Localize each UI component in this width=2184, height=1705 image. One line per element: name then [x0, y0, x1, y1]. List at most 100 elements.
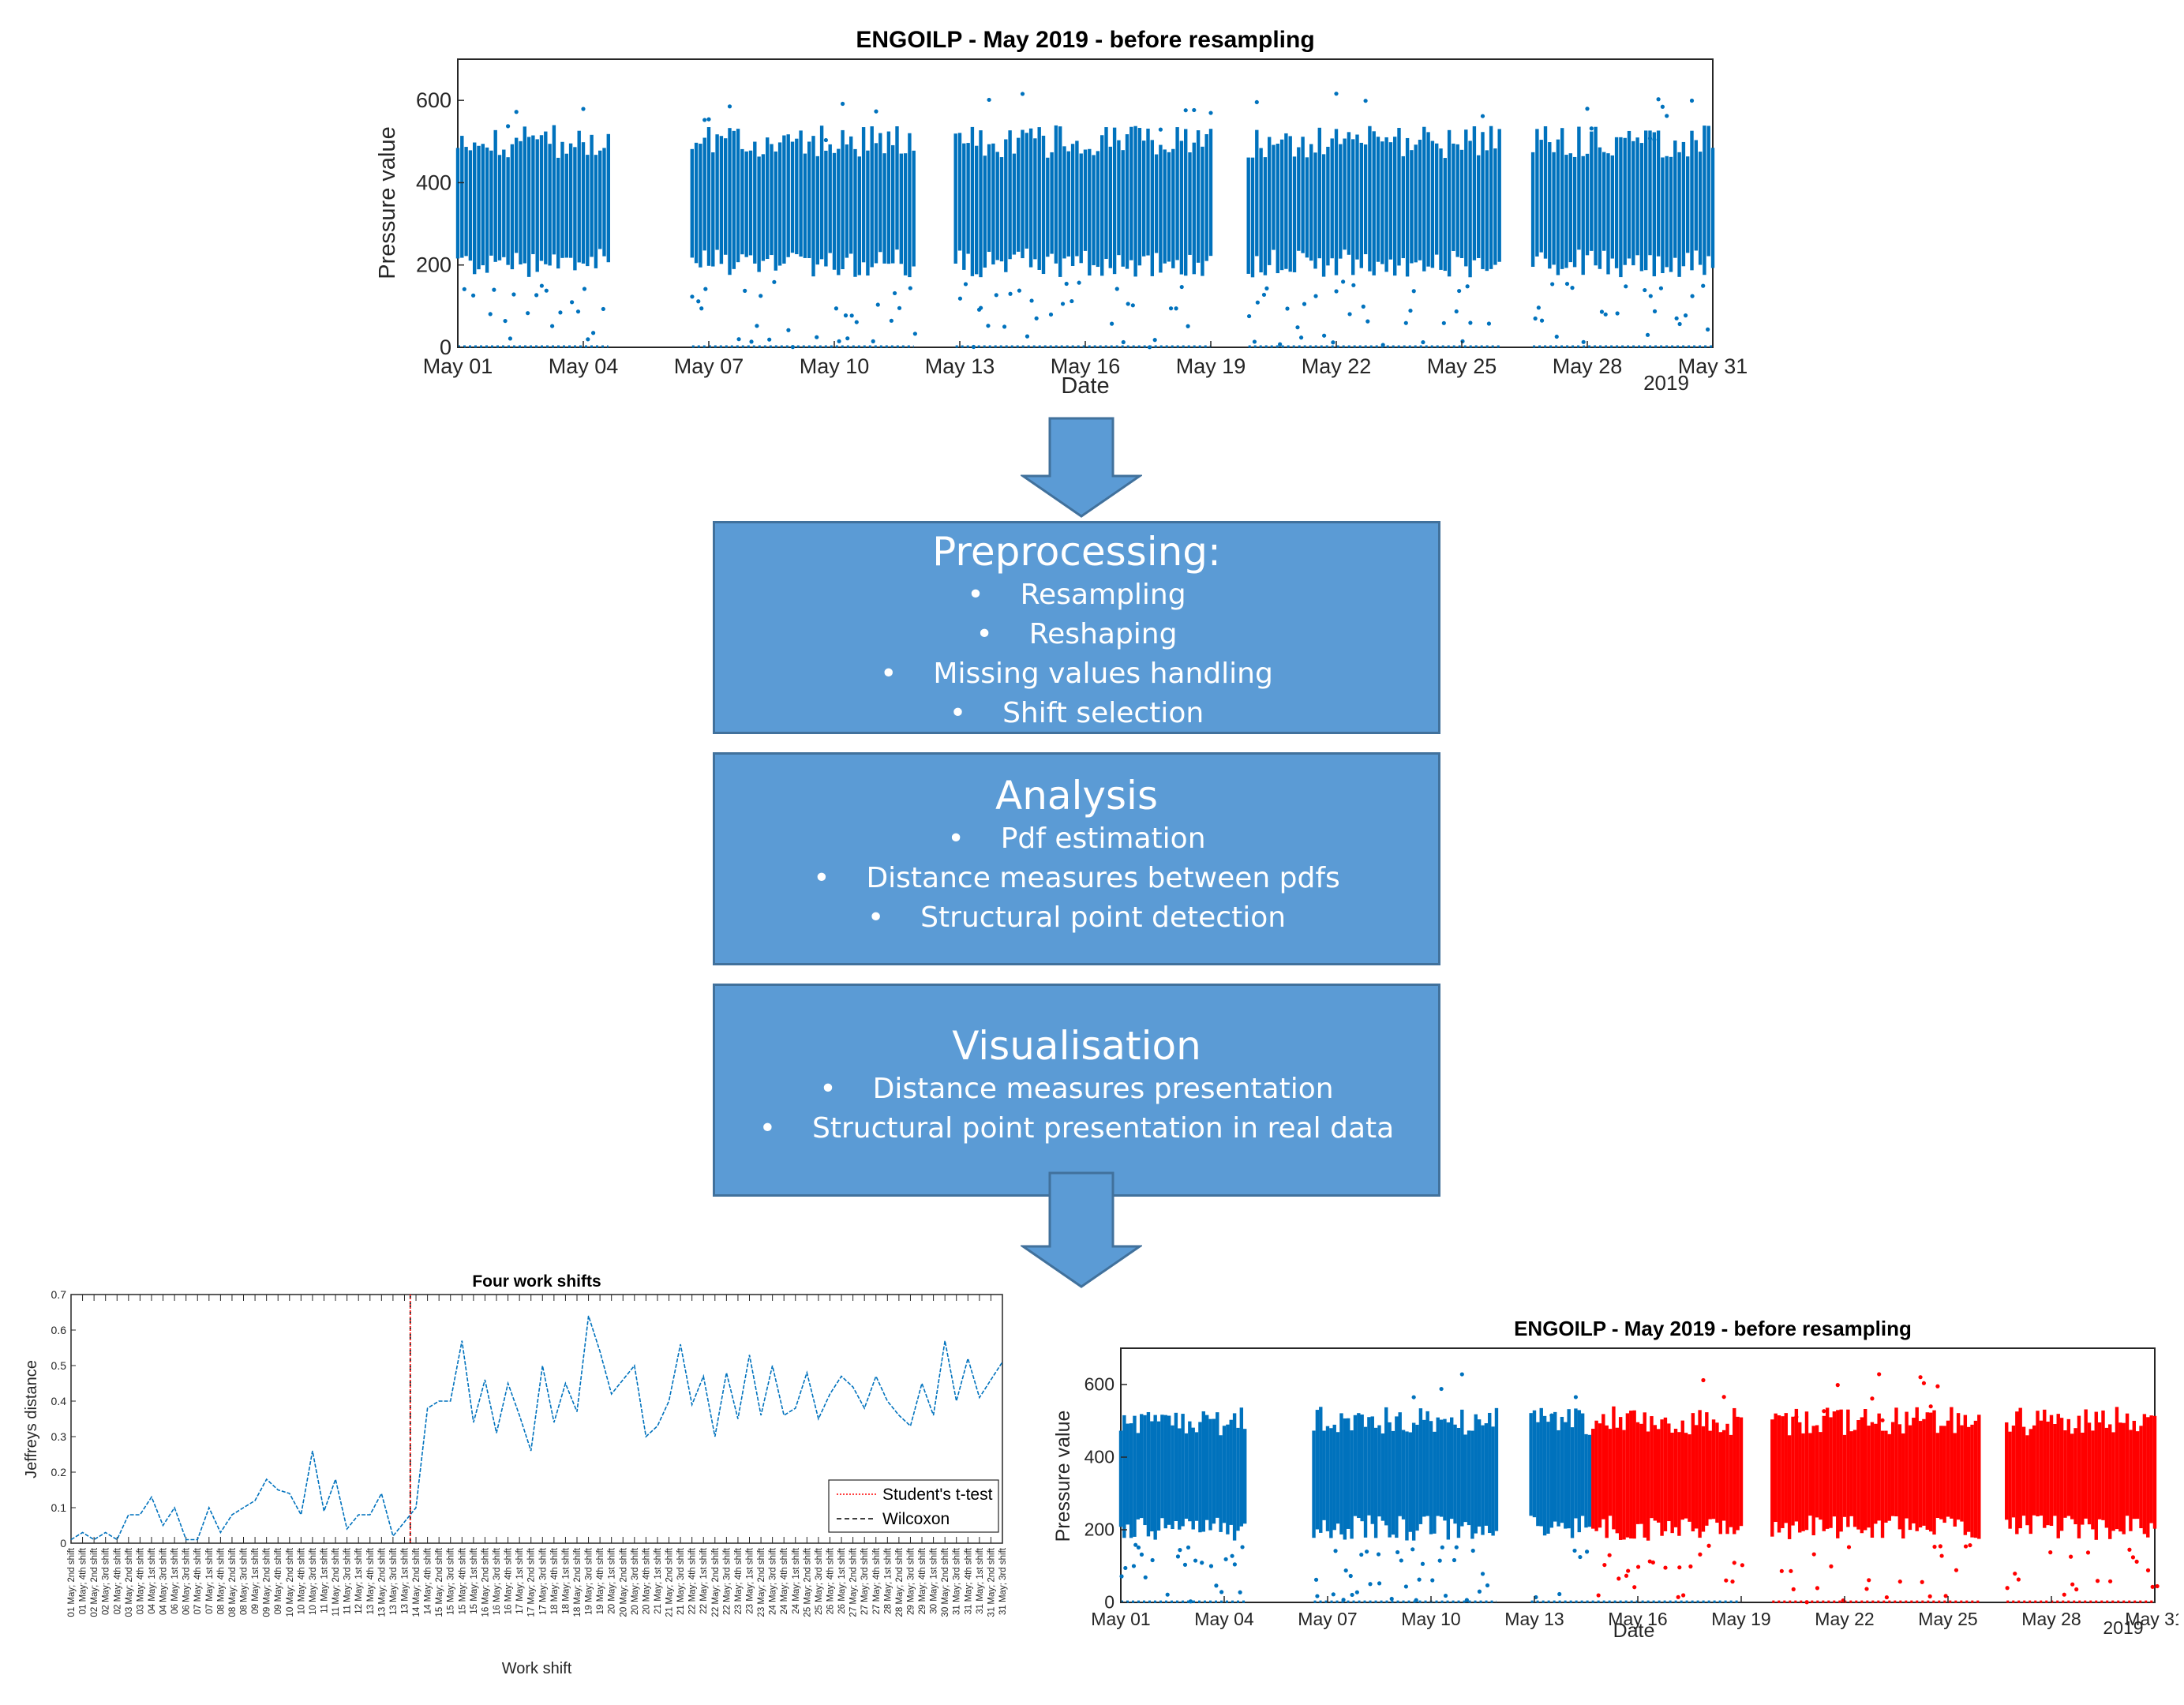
data-band — [2032, 1425, 2036, 1516]
data-band — [1960, 1425, 1964, 1522]
data-band — [1360, 1415, 1364, 1522]
data-point — [2016, 1577, 2021, 1582]
analysis-box: Analysis Pdf estimation Distance measure… — [713, 752, 1440, 965]
data-point — [1706, 1543, 1711, 1548]
data-band — [1222, 1426, 1227, 1523]
data-band — [2015, 1411, 2019, 1534]
data-band — [1136, 1433, 1141, 1520]
data-band — [1353, 1415, 1358, 1516]
data-band — [1715, 1422, 1719, 1523]
data-band — [1322, 1430, 1326, 1520]
x-tick-label: May 28 — [1553, 354, 1623, 378]
x-tick-label: May 01 — [423, 354, 493, 378]
data-band — [1698, 152, 1703, 265]
data-point — [590, 331, 596, 335]
data-band — [1686, 156, 1690, 253]
data-band — [1351, 139, 1355, 275]
data-band — [1639, 1423, 1643, 1524]
data-band — [866, 150, 870, 276]
x-tick-label: 15 May; 2nd shift — [435, 1547, 444, 1617]
data-band — [1572, 156, 1577, 268]
data-band — [1208, 1418, 1212, 1531]
data-band — [1594, 1420, 1598, 1531]
data-band — [1372, 131, 1376, 275]
data-point — [1313, 1577, 1319, 1582]
data-point — [1663, 1565, 1668, 1570]
legend: Student's t-test Wilcoxon — [828, 1479, 999, 1533]
data-point — [1676, 1594, 1680, 1599]
data-band — [1309, 144, 1313, 261]
data-point — [1333, 1549, 1338, 1553]
data-point — [1721, 1395, 1726, 1400]
data-band — [770, 144, 774, 256]
data-band — [1405, 1431, 1409, 1541]
data-band — [1530, 152, 1535, 268]
x-tick-label: 30 May; 2nd shift — [941, 1547, 950, 1617]
chart-title: Four work shifts — [472, 1272, 601, 1291]
data-band — [1703, 126, 1706, 275]
data-point — [772, 279, 777, 284]
data-band — [908, 133, 912, 278]
data-band — [1288, 136, 1292, 272]
data-band — [761, 154, 766, 261]
data-band — [744, 151, 748, 257]
data-band — [715, 134, 719, 250]
data-band — [1025, 133, 1028, 249]
data-band — [1721, 1430, 1726, 1521]
data-band — [1605, 1425, 1609, 1538]
data-point — [1347, 312, 1352, 317]
data-band — [1388, 142, 1393, 260]
data-band — [1477, 1419, 1482, 1527]
data-band — [502, 149, 506, 257]
data-band — [1246, 157, 1250, 274]
data-band — [1198, 1422, 1202, 1533]
data-band — [2077, 1415, 2081, 1538]
list-item: Structural point presentation in real da… — [715, 1109, 1438, 1149]
data-band — [1204, 133, 1208, 261]
data-band — [1864, 1408, 1867, 1531]
data-band — [2146, 1417, 2150, 1538]
data-band — [1653, 1425, 1658, 1521]
data-point — [1070, 298, 1074, 304]
data-band — [1590, 131, 1594, 251]
data-band — [1178, 1428, 1182, 1530]
data-point — [1477, 1589, 1482, 1594]
data-band — [1443, 1418, 1447, 1521]
x-tick-label: 03 May; 2nd shift — [125, 1547, 134, 1617]
data-band — [1418, 140, 1422, 260]
data-band — [1973, 1420, 1978, 1538]
data-point — [699, 306, 704, 311]
data-band — [1410, 150, 1414, 264]
data-point — [837, 339, 841, 343]
data-point — [690, 294, 695, 299]
data-point — [1411, 289, 1416, 294]
data-point — [1683, 313, 1688, 318]
data-band — [594, 155, 598, 268]
data-band — [1201, 1411, 1205, 1532]
data-band — [485, 147, 489, 273]
data-point — [1652, 137, 1657, 142]
list-item: Pdf estimation — [715, 819, 1438, 859]
data-point — [892, 290, 897, 296]
x-tick-label: 20 May; 2nd shift — [619, 1547, 628, 1617]
data-point — [845, 336, 850, 341]
data-band — [1239, 1407, 1244, 1527]
data-point — [2070, 1582, 2075, 1587]
data-point — [1485, 1583, 1490, 1588]
data-band — [602, 148, 606, 257]
data-band — [1877, 1413, 1881, 1521]
data-band — [1367, 1417, 1371, 1516]
data-band — [1133, 126, 1137, 277]
data-band — [962, 143, 966, 270]
structural-point-chart: ENGOILP - May 2019 - before resampling 0… — [1052, 1317, 2178, 1642]
y-tick-label: 0.7 — [51, 1288, 67, 1301]
data-band — [1581, 156, 1585, 275]
data-band — [1784, 1413, 1788, 1523]
data-band — [1150, 140, 1154, 276]
data-point — [1920, 1579, 1924, 1584]
x-tick-label: 24 May; 1st shift — [792, 1547, 801, 1614]
data-band — [1192, 142, 1196, 275]
data-points — [455, 92, 1715, 350]
data-band — [1549, 1414, 1554, 1528]
data-band — [1133, 1415, 1137, 1537]
